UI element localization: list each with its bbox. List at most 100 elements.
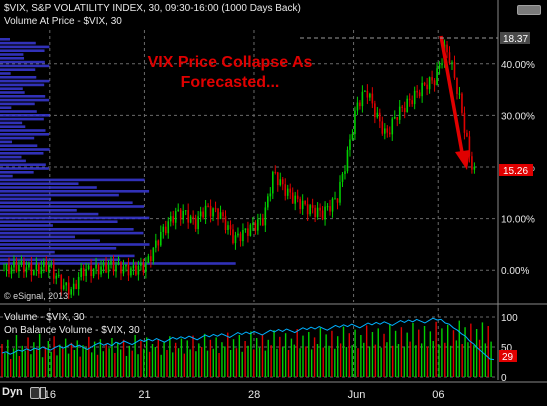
price-candles xyxy=(3,39,476,300)
price-candle-body xyxy=(107,264,110,273)
dyn-button[interactable]: Dyn xyxy=(2,386,23,398)
price-candle-body xyxy=(179,209,182,220)
price-candle-body xyxy=(97,264,100,275)
volume-at-price-bar xyxy=(0,114,50,117)
price-candle-body xyxy=(169,216,172,222)
price-candle-body xyxy=(426,84,428,90)
forecast-arrow-shaft xyxy=(439,35,465,159)
volume-grid xyxy=(0,316,498,378)
volume-at-price-bar xyxy=(0,258,121,261)
price-candle-body xyxy=(344,171,346,174)
price-tick-label: 10.00% xyxy=(501,215,535,226)
price-candle-body xyxy=(28,263,30,268)
price-candle-body xyxy=(374,103,376,118)
price-candle-body xyxy=(177,209,180,212)
price-candle-body xyxy=(458,93,461,95)
price-candle-body xyxy=(18,264,20,272)
price-candle-body xyxy=(232,229,234,244)
price-candle-body xyxy=(8,263,10,274)
volume-at-price-bar xyxy=(0,148,50,151)
volume-at-price-bar xyxy=(0,174,13,178)
volume-at-price-bar xyxy=(0,231,144,235)
price-candle-body xyxy=(38,264,40,274)
price-candle-body xyxy=(314,207,316,217)
last-price-label: 15.26 xyxy=(503,166,528,177)
price-candle-body xyxy=(272,171,274,194)
volume-at-price-bar xyxy=(0,91,25,94)
price-candle-body xyxy=(309,205,311,215)
obv-line xyxy=(1,317,495,361)
price-candle-body xyxy=(436,68,438,86)
price-candle-body xyxy=(237,233,239,236)
price-candle-body xyxy=(369,93,371,98)
price-candle-body xyxy=(142,262,145,273)
callout-line-2: Forecasted... xyxy=(180,74,280,91)
lock-icon[interactable] xyxy=(30,387,40,399)
price-candle-body xyxy=(438,65,441,69)
price-candle-body xyxy=(102,262,105,267)
time-tick-label: Jun xyxy=(348,389,366,401)
price-candle-body xyxy=(301,200,304,210)
price-candle-body xyxy=(234,235,237,244)
chart-title: $VIX, S&P VOLATILITY INDEX, 30, 09:30-16… xyxy=(4,3,301,14)
price-candle-body xyxy=(120,262,122,274)
price-candle-body xyxy=(393,116,396,119)
price-candle-body xyxy=(5,263,8,271)
price-candle-body xyxy=(167,221,170,234)
price-candle-body xyxy=(50,264,53,266)
price-candle-body xyxy=(135,265,137,275)
price-candle-body xyxy=(391,118,394,135)
price-candle-body xyxy=(40,266,43,274)
price-candle-body xyxy=(319,207,321,211)
obv-series-line xyxy=(1,317,495,361)
volume-at-price-bar xyxy=(0,152,44,155)
price-candle-body xyxy=(13,261,15,268)
volume-at-price-bar xyxy=(0,60,45,64)
volume-at-price-bar xyxy=(0,76,37,79)
price-candle-body xyxy=(453,62,456,78)
price-candle-body xyxy=(25,267,28,273)
price-candle-body xyxy=(321,210,324,220)
price-candle-body xyxy=(296,195,299,199)
price-candle-body xyxy=(304,200,306,205)
volume-at-price-bar xyxy=(0,72,11,75)
price-candle-body xyxy=(157,240,160,246)
price-candle-body xyxy=(329,206,331,212)
scroll-handle-icon[interactable] xyxy=(40,387,46,399)
time-tick-label: 16 xyxy=(44,389,56,401)
volume-at-price-bar xyxy=(0,216,150,220)
price-candle-body xyxy=(112,260,115,272)
price-candle-body xyxy=(471,156,473,170)
price-candle-body xyxy=(222,212,224,217)
price-candle-body xyxy=(441,63,443,66)
price-candle-body xyxy=(356,102,359,111)
price-candle-body xyxy=(65,282,68,286)
price-candle-body xyxy=(164,226,167,234)
price-candle-body xyxy=(202,211,204,218)
price-candle-body xyxy=(351,133,354,140)
price-candle-body xyxy=(150,256,152,262)
price-candle-body xyxy=(468,136,471,157)
price-candle-body xyxy=(184,210,187,212)
price-candle-body xyxy=(85,269,87,277)
price-candle-body xyxy=(212,208,214,217)
price-candle-body xyxy=(62,285,65,290)
price-candle-body xyxy=(33,269,35,276)
forecast-arrow xyxy=(439,35,470,170)
price-candle-body xyxy=(67,282,70,295)
price-candle-body xyxy=(82,268,85,277)
price-candle-body xyxy=(448,52,451,64)
price-candle-body xyxy=(75,283,77,290)
volume-tick-label: 50 xyxy=(501,343,513,354)
volume-at-price-bar xyxy=(0,243,150,246)
price-candle-body xyxy=(366,90,369,98)
price-candle-body xyxy=(306,204,309,215)
volume-at-price-bar xyxy=(0,209,77,212)
price-candle-body xyxy=(456,77,458,94)
volume-at-price-bar xyxy=(0,140,13,144)
price-candle-body xyxy=(214,208,217,210)
pane-minimize-button[interactable] xyxy=(517,5,541,15)
price-candle-body xyxy=(117,262,120,265)
price-candle-body xyxy=(431,77,433,81)
